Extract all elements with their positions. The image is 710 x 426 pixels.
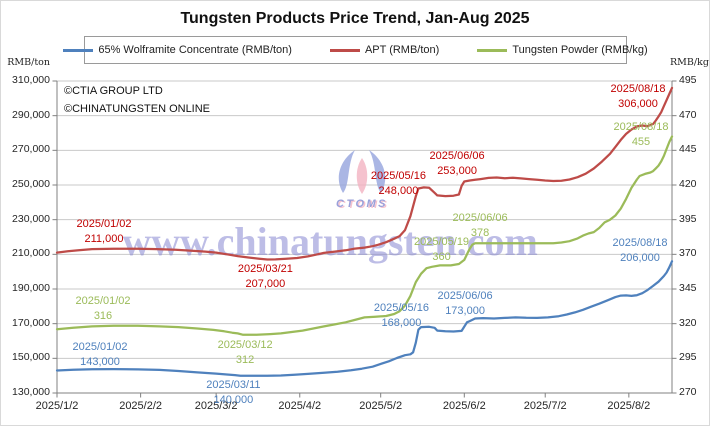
copyright-line-1: ©CTIA GROUP LTD (64, 85, 163, 97)
logo-wordmark-shadow: CTOMS (337, 199, 389, 211)
left-axis-unit-label: RMB/ton (7, 57, 50, 68)
legend-swatch-wolframite (63, 48, 94, 52)
series-line-wolframite (55, 260, 674, 377)
watermark-text: www.chinatungsten.com (122, 219, 538, 264)
legend-swatch-powder (477, 48, 508, 52)
logo-left-petal (338, 150, 355, 193)
chart-title: Tungsten Products Price Trend, Jan-Aug 2… (180, 10, 530, 27)
series-line-powder (55, 135, 674, 336)
legend: 65% Wolframite Concentrate (RMB/ton) APT … (63, 36, 648, 64)
logo-wordmark: CTOMS (336, 198, 388, 210)
copyright-block: ©CTIA GROUP LTD ©CHINATUNGSTEN ONLINE (64, 82, 210, 118)
copyright-line-2: ©CHINATUNGSTEN ONLINE (64, 103, 211, 115)
legend-item-apt: APT (RMB/ton) (329, 44, 440, 56)
ctoms-logo: CTOMS CTOMS (336, 150, 389, 211)
series-line-apt (55, 86, 674, 261)
right-axis-unit-label: RMB/kg (670, 57, 709, 68)
legend-label-apt: APT (RMB/ton) (364, 44, 440, 56)
legend-label-powder: Tungsten Powder (RMB/kg) (512, 44, 648, 56)
logo-center-petal (356, 158, 368, 194)
legend-swatch-apt (329, 48, 360, 52)
legend-item-wolframite: 65% Wolframite Concentrate (RMB/ton) (63, 44, 292, 56)
legend-label-wolframite: 65% Wolframite Concentrate (RMB/ton) (98, 44, 292, 56)
legend-item-powder: Tungsten Powder (RMB/kg) (477, 44, 648, 56)
logo-right-petal (369, 150, 386, 193)
